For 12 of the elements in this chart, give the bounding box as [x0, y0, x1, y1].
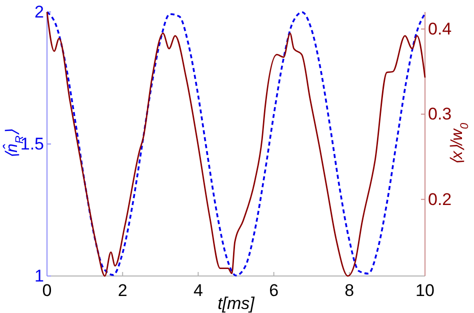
x-tick-label: 8 — [344, 281, 354, 300]
x-tick-label: 2 — [118, 281, 128, 300]
y-tick-label: 1 — [34, 266, 44, 286]
x-tick-label: 6 — [269, 281, 279, 300]
x-tick-label: 10 — [416, 281, 434, 300]
x-axis-title: t[ms] — [218, 294, 256, 313]
y2-tick-label: 0.4 — [428, 19, 452, 38]
y2-tick-label: 0.2 — [428, 190, 452, 209]
y2-tick-label: 0.3 — [428, 104, 452, 124]
x-tick-label: 0 — [42, 281, 52, 300]
y-tick-label: 2 — [34, 2, 44, 22]
x-tick-label: 4 — [193, 281, 203, 300]
